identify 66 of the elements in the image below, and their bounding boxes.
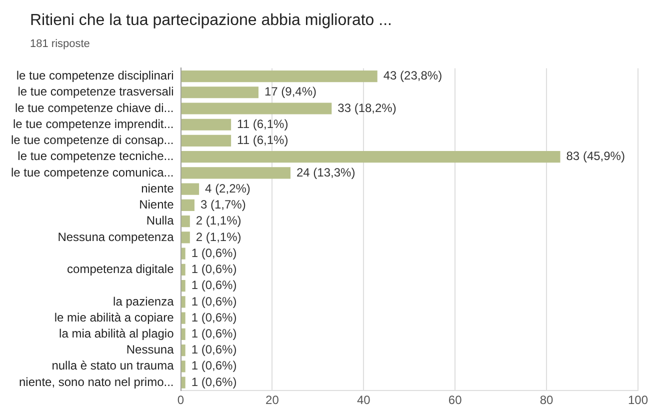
bar [181,264,186,276]
data-label: 4 (2,2%) [205,181,250,196]
bar [181,312,186,324]
data-label: 1 (0,6%) [191,358,237,373]
data-label: 1 (0,6%) [191,342,237,357]
y-tick-label: niente [141,181,174,196]
bar [181,376,186,388]
data-label: 11 (6,1%) [237,116,288,131]
chart-title: Ritieni che la tua partecipazione abbia migliorato ... [30,12,392,30]
x-tick-label: 80 [540,393,554,408]
bar [181,280,186,292]
bar [181,118,232,130]
y-tick-label: Nulla [146,214,174,228]
y-tick-label: le tue competenze di consap... [10,133,174,148]
data-label: 2 (1,1%) [196,230,242,244]
bar [181,216,190,228]
bar [181,360,186,372]
data-label: 2 (1,1%) [196,214,242,228]
y-tick-label: Niente [139,198,174,212]
y-tick-label: le tue competenze tecniche... [18,149,174,164]
data-label: 1 (0,6%) [191,310,237,324]
x-tick-label: 20 [266,393,280,408]
data-label: 24 (13,3%) [296,165,356,180]
y-tick-label: competenza digitale [67,262,174,276]
data-label: 1 (0,6%) [191,294,237,308]
x-tick-label: 0 [177,393,184,408]
bar [181,151,560,163]
bar [181,248,186,260]
data-label: 1 (0,6%) [191,246,237,260]
data-label: 33 (18,2%) [338,100,396,115]
bar [181,199,194,212]
y-tick-label: la pazienza [113,294,174,308]
bar [181,296,186,308]
bar [181,134,232,147]
x-tick-label: 100 [628,393,648,408]
bar [181,232,190,244]
text: 181 risposte [30,38,90,50]
bar [181,86,258,98]
y-tick-label: nulla è stato un trauma [52,358,174,373]
data-label: 1 (0,6%) [191,262,237,276]
bar [181,70,378,82]
y-tick-label: le tue competenze chiave di... [15,100,174,115]
y-tick-label: niente, sono nato nel primo... [19,374,174,389]
y-tick-label: Nessuna competenza [58,230,174,244]
data-label: 1 (0,6%) [191,374,237,389]
bar [181,344,186,356]
bar [181,167,290,179]
y-tick-label: Nessuna [126,342,174,357]
bar [181,183,200,195]
y-tick-label: le tue competenze trasversali [18,84,174,99]
y-tick-label: le tue competenze imprendit... [13,116,174,131]
data-label: 1 (0,6%) [191,326,237,340]
data-label: 83 (45,9%) [566,149,625,164]
data-label: 11 (6,1%) [237,133,288,148]
x-tick-label: 60 [448,393,462,408]
data-label: 17 (9,4%) [264,84,317,99]
y-tick-label: le tue competenze disciplinari [16,68,174,83]
bar [181,102,332,114]
data-label: 43 (23,8%) [383,68,442,83]
y-tick-label: le tue competenze comunica... [11,165,174,180]
x-tick-label: 40 [356,393,371,408]
y-tick-label: la mia abilità al plagio [59,326,174,340]
y-tick-label: le mie abilità a copiare [54,310,174,324]
data-label: 3 (1,7%) [200,198,246,212]
data-label: 1 (0,6%) [191,278,237,292]
bar [181,328,186,340]
